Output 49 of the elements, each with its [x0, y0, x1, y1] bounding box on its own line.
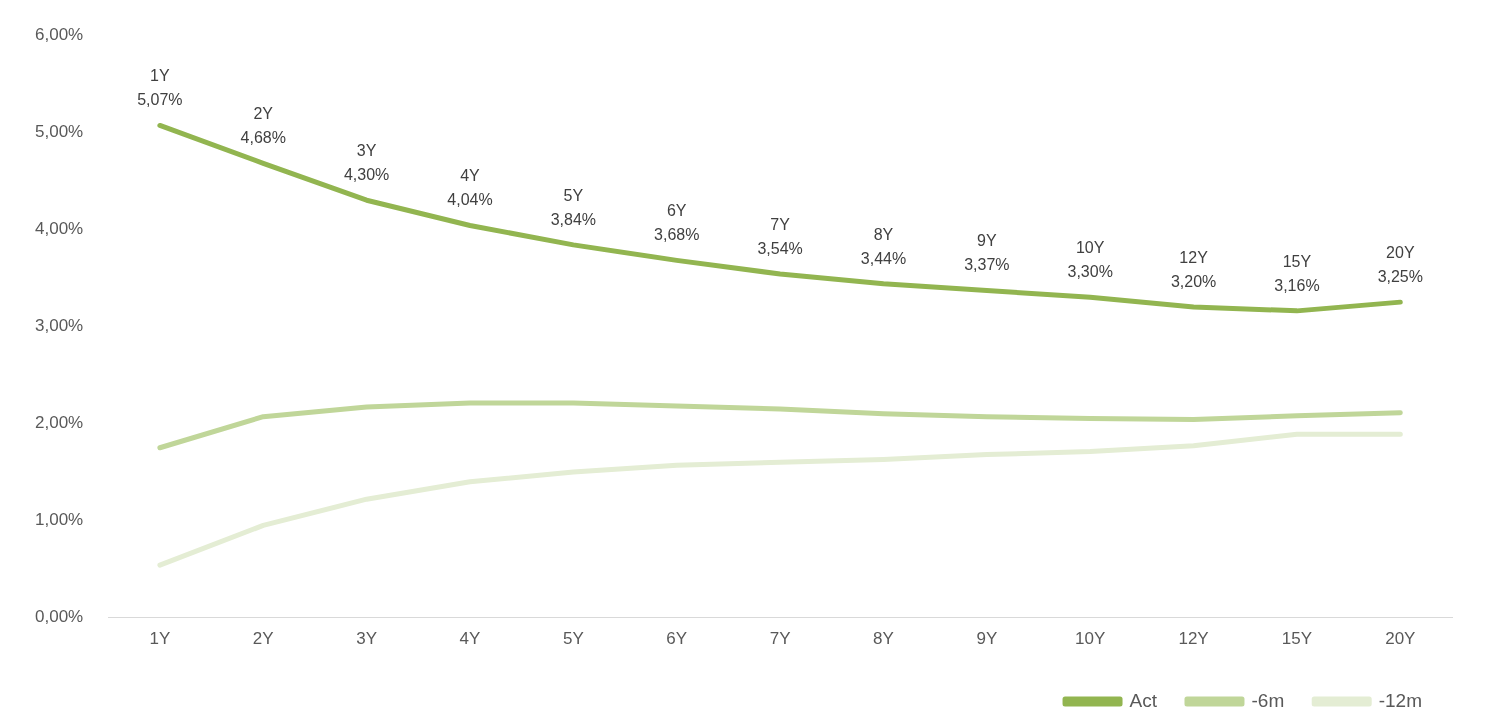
x-tick-label: 9Y [976, 629, 998, 649]
data-label: 3,30% [1067, 263, 1113, 281]
x-tick-label: 15Y [1281, 629, 1313, 649]
y-tick-label: 2,00% [35, 413, 84, 433]
x-tick-label: 1Y [149, 629, 171, 649]
category-label: 4Y [460, 167, 480, 185]
data-label: 3,25% [1377, 268, 1423, 286]
data-label: 4,68% [240, 129, 286, 147]
y-tick-label: 0,00% [35, 607, 84, 627]
x-tick-label: 6Y [666, 629, 688, 649]
data-label: 3,68% [654, 226, 700, 244]
x-tick-label: 2Y [252, 629, 274, 649]
data-label: 4,30% [343, 166, 390, 184]
category-label: 15Y [1282, 252, 1312, 270]
x-tick-label: 4Y [459, 629, 481, 649]
data-label: 3,20% [1170, 272, 1217, 290]
x-tick-label: 8Y [873, 629, 894, 649]
legend-label: -6m [1251, 689, 1285, 711]
data-label: 4,04% [447, 191, 493, 209]
legend-label: Act [1129, 689, 1158, 711]
x-tick-label: 7Y [769, 629, 791, 649]
y-tick-label: 3,00% [35, 316, 84, 336]
category-label: 5Y [563, 186, 584, 204]
y-tick-label: 1,00% [35, 510, 84, 530]
category-label: 2Y [253, 105, 274, 123]
legend-label: -12m [1378, 689, 1423, 711]
x-tick-label: 3Y [356, 629, 378, 649]
x-tick-label: 20Y [1385, 629, 1416, 649]
y-tick-label: 4,00% [35, 219, 84, 239]
data-label: 5,07% [137, 91, 183, 109]
data-label: 3,37% [964, 256, 1010, 274]
category-label: 1Y [150, 67, 170, 85]
x-tick-label: 10Y [1075, 629, 1106, 649]
category-label: 6Y [666, 202, 687, 220]
category-label: 9Y [977, 232, 997, 250]
data-label: 3,44% [860, 249, 907, 267]
x-tick-label: 5Y [562, 629, 584, 649]
category-label: 3Y [356, 142, 377, 160]
category-label: 8Y [873, 225, 894, 243]
category-label: 10Y [1075, 239, 1105, 257]
data-label: 3,16% [1274, 276, 1320, 294]
category-label: 20Y [1386, 244, 1415, 262]
y-tick-label: 6,00% [35, 24, 84, 44]
category-label: 12Y [1179, 248, 1208, 266]
y-tick-label: 5,00% [35, 121, 84, 141]
data-label: 3,54% [757, 239, 803, 257]
data-label: 3,84% [550, 210, 597, 228]
category-label: 7Y [770, 215, 790, 233]
x-tick-label: 12Y [1178, 629, 1209, 649]
